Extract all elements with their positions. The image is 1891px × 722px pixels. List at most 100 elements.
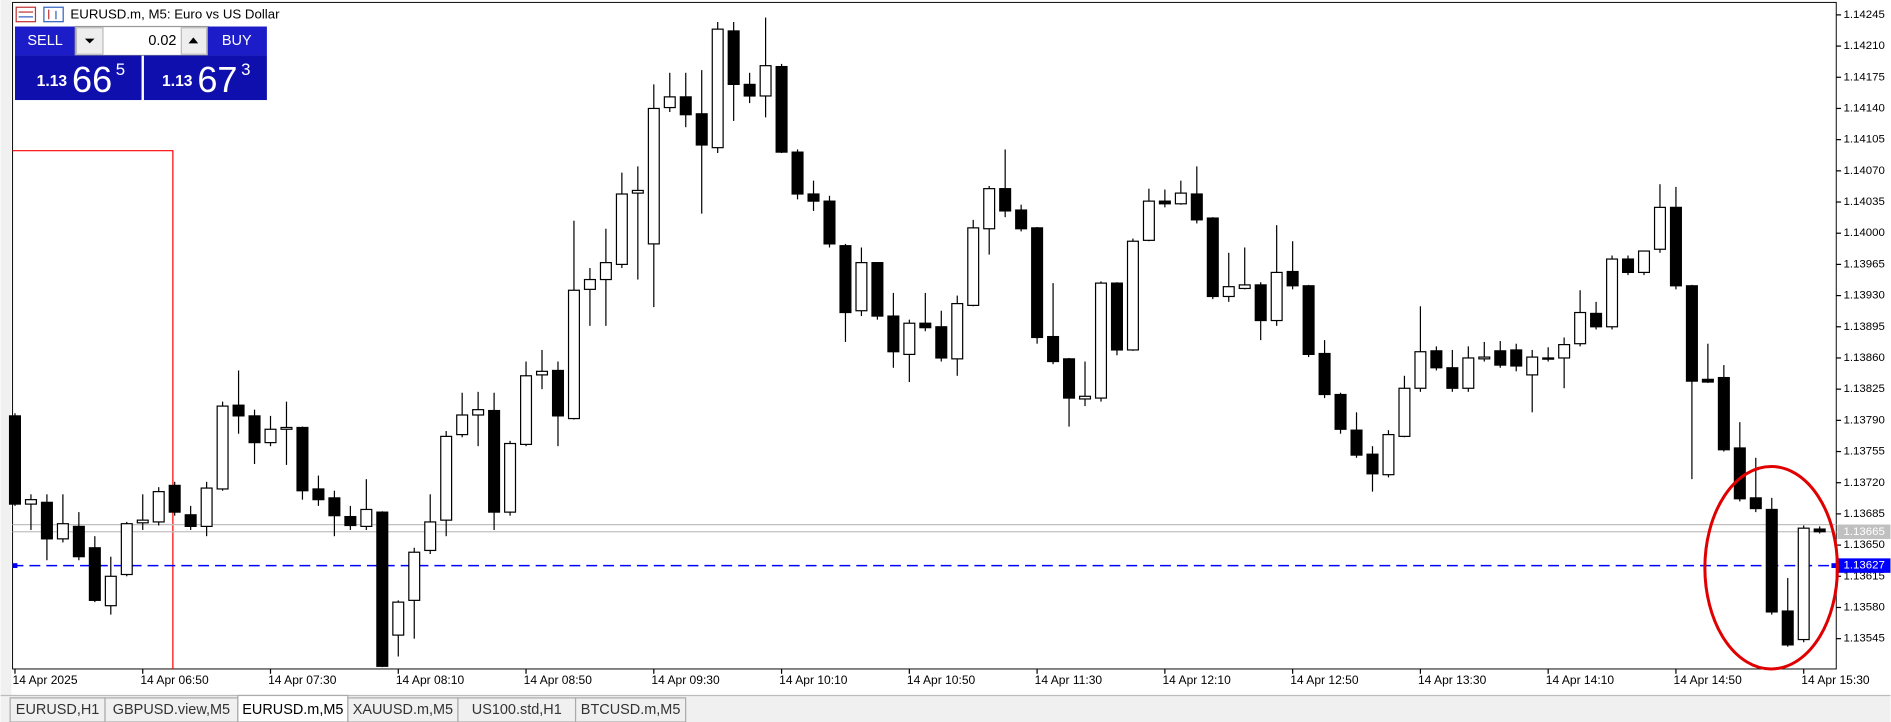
- y-tick-label: 1.13650: [1843, 539, 1884, 551]
- tab-label[interactable]: US100.std,H1: [472, 702, 562, 718]
- tab[interactable]: [104, 697, 239, 722]
- candle-body: [488, 409, 501, 513]
- candle-body: [360, 508, 373, 527]
- candle-body: [1733, 447, 1746, 500]
- candle-body: [200, 487, 213, 527]
- candle-body: [647, 107, 660, 245]
- candle-body: [1414, 351, 1427, 389]
- candle-body: [679, 96, 692, 116]
- candle-body: [424, 521, 437, 552]
- x-tick-label: 14 Apr 08:50: [524, 673, 593, 687]
- candle-body: [1462, 357, 1475, 389]
- lot-value[interactable]: 0.02: [148, 33, 176, 49]
- candle-body: [1621, 258, 1635, 274]
- sell-price-box[interactable]: [14, 55, 142, 101]
- trade-panel: SELL 0.02 BUY 1.13 66 5 1.13 67 3: [14, 25, 267, 101]
- candle-body: [583, 278, 596, 290]
- candle-body: [1717, 376, 1730, 451]
- tabs: EURUSD,H1 GBPUSD.view,M5 EURUSD.m,M5 XAUUSD…: [9, 694, 687, 722]
- candle-body: [615, 193, 628, 266]
- price-label: 1.13627: [1843, 560, 1884, 572]
- candle-body: [168, 484, 181, 513]
- y-tick-label: 1.13580: [1843, 602, 1884, 614]
- candle-body: [1606, 258, 1619, 328]
- candle-body: [967, 227, 980, 306]
- candle-body: [376, 511, 389, 667]
- candle-body: [663, 96, 676, 109]
- sell-button[interactable]: [14, 26, 76, 56]
- tab[interactable]: [574, 697, 687, 722]
- lot-up-arrow: [188, 37, 199, 44]
- left-edge: [0, 0, 12, 696]
- buy-label[interactable]: BUY: [222, 33, 252, 49]
- x-tick-label: 14 Apr 14:50: [1674, 673, 1743, 687]
- candle-body: [1637, 250, 1651, 274]
- buy-price: 1.13 67 3: [162, 59, 251, 100]
- y-tick-label: 1.13825: [1843, 383, 1884, 395]
- tab-label[interactable]: XAUUSD.m,M5: [353, 702, 453, 718]
- candle-body: [1094, 282, 1108, 399]
- candle-body: [1510, 349, 1523, 367]
- buy-price-box[interactable]: [143, 55, 267, 101]
- tab[interactable]: [9, 697, 106, 722]
- x-tick-label: 14 Apr 13:30: [1418, 673, 1487, 687]
- candle-body: [328, 497, 341, 517]
- candle-body: [1366, 453, 1379, 475]
- candle-body: [919, 322, 932, 329]
- candle-body: [1047, 335, 1060, 363]
- candle-body: [1254, 284, 1267, 322]
- price-pips: 66: [72, 59, 112, 100]
- price-label-bg: [1837, 524, 1891, 539]
- candle-body: [871, 262, 884, 317]
- candle-body: [839, 245, 852, 314]
- candle-body: [216, 405, 229, 490]
- candle-body: [1222, 286, 1235, 298]
- price-pips: 67: [197, 59, 237, 100]
- x-tick-label: 14 Apr 09:30: [651, 673, 720, 687]
- y-tick-label: 1.14070: [1843, 165, 1884, 177]
- y-tick-label: 1.13685: [1843, 508, 1884, 520]
- candle-body: [120, 523, 133, 576]
- candle-body: [8, 415, 22, 505]
- candle-body: [88, 547, 101, 601]
- candle-body: [1653, 206, 1666, 250]
- candle-body: [280, 426, 293, 430]
- y-tick-label: 1.14175: [1843, 71, 1884, 83]
- tab-label[interactable]: GBPUSD.view,M5: [113, 702, 230, 718]
- price-label-bg: [1837, 558, 1891, 573]
- candle-body: [152, 491, 165, 523]
- candle-body: [1270, 271, 1283, 322]
- x-tick-label: 14 Apr 14:10: [1546, 673, 1615, 687]
- candle-body: [1206, 217, 1219, 298]
- y-tick-label: 1.13895: [1843, 321, 1884, 333]
- candle-body: [1190, 193, 1203, 221]
- y-tick-label: 1.14000: [1843, 227, 1884, 239]
- candle-body: [1701, 378, 1714, 383]
- sell-price: 1.13 66 5: [37, 59, 126, 100]
- x-tick-label: 14 Apr 12:10: [1162, 673, 1231, 687]
- candle-body: [408, 551, 421, 601]
- candle-body: [1526, 356, 1539, 376]
- candle-body: [344, 515, 357, 527]
- tab-label[interactable]: BTCUSD.m,M5: [581, 702, 681, 718]
- candle-body: [807, 193, 820, 202]
- x-tick-label: 14 Apr 12:50: [1290, 673, 1359, 687]
- candle-body: [40, 501, 53, 540]
- buy-button[interactable]: [207, 26, 267, 56]
- candle-body: [56, 523, 69, 540]
- candle-body: [1318, 352, 1331, 396]
- y-tick-label: 1.14035: [1843, 196, 1884, 208]
- lot-down-arrow: [84, 38, 95, 44]
- tab-label[interactable]: EURUSD.m,M5: [242, 702, 343, 718]
- tab-label[interactable]: EURUSD,H1: [16, 702, 100, 718]
- candle-body: [232, 404, 245, 417]
- candle-body: [1590, 312, 1603, 328]
- sell-label[interactable]: SELL: [27, 33, 62, 49]
- tab[interactable]: [457, 697, 577, 722]
- candle-body: [1334, 393, 1347, 430]
- price-label: 1.13665: [1843, 526, 1884, 538]
- candle-body: [951, 303, 964, 360]
- candle-body: [456, 414, 469, 436]
